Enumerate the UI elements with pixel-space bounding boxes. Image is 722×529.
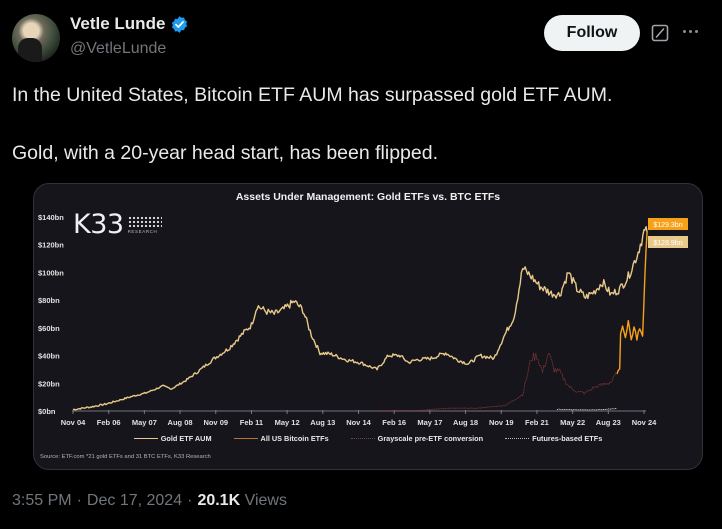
tweet-paragraph: Gold, with a 20-year head start, has bee… <box>12 142 439 164</box>
x-axis-labels: Nov 04 Feb 06 May 07 Aug 08 Nov 09 Feb 11 May … <box>61 410 657 427</box>
k33-brand: K33 <box>73 209 124 240</box>
author-name-row: Vetle Lunde <box>70 14 189 34</box>
k33-research-label: RESEARCH <box>127 228 158 234</box>
x-tick-label: May 12 <box>275 418 300 427</box>
chart-title: Assets Under Management: Gold ETFs vs. B… <box>235 191 501 203</box>
y-tick-label: $20bn <box>38 379 60 388</box>
legend-item: Futures-based ETFs <box>505 434 602 443</box>
x-tick-label: Feb 21 <box>525 418 549 427</box>
x-tick-label: Nov 09 <box>203 418 228 427</box>
chart-source: Source: ETF.com *21 gold ETFs and 31 BTC… <box>40 454 211 460</box>
verified-badge-icon <box>172 15 188 33</box>
y-tick-label: $0bn <box>38 407 56 416</box>
y-tick-label: $120bn <box>38 241 64 250</box>
legend-item: All US Bitcoin ETFs <box>233 434 329 443</box>
annotation-label: $129.3bn <box>653 222 682 229</box>
chart-series <box>72 226 648 412</box>
x-tick-label: Feb 06 <box>97 418 121 427</box>
x-tick-label: Nov 14 <box>346 418 371 427</box>
x-tick-label: May 22 <box>560 418 585 427</box>
x-tick-label: Aug 13 <box>310 418 335 427</box>
x-tick-label: May 17 <box>417 418 442 427</box>
display-name[interactable]: Vetle Lunde <box>70 14 166 33</box>
k33-logo: K33 RESEARCH <box>73 209 162 240</box>
series-line <box>377 352 618 412</box>
legend-item: Gold ETF AUM <box>133 434 212 443</box>
tweet-text: In the United States, Bitcoin ETF AUM ha… <box>12 80 712 168</box>
y-tick-label: $40bn <box>38 352 60 361</box>
more-icon[interactable] <box>683 30 698 33</box>
y-tick-label: $100bn <box>38 268 64 277</box>
legend-label: Grayscale pre-ETF conversion <box>377 434 484 443</box>
y-tick-label: $60bn <box>38 324 60 333</box>
x-tick-label: Feb 16 <box>382 418 406 427</box>
x-tick-label: Aug 08 <box>168 418 193 427</box>
x-tick-label: Nov 24 <box>632 418 657 427</box>
follow-button[interactable]: Follow <box>544 15 640 51</box>
legend-swatch <box>350 438 375 439</box>
separator: · <box>187 492 193 509</box>
annotation-label: $128.9bn <box>653 240 682 247</box>
tweet-date[interactable]: Dec 17, 2024 <box>86 492 183 509</box>
x-tick-label: May 07 <box>132 418 157 427</box>
avatar[interactable] <box>12 14 60 62</box>
tweet-time[interactable]: 3:55 PM <box>12 492 72 509</box>
legend-swatch <box>505 438 530 439</box>
legend-label: All US Bitcoin ETFs <box>260 434 329 443</box>
x-tick-label: Aug 23 <box>596 418 621 427</box>
value-annotation <box>648 236 688 248</box>
chart-legend: Gold ETF AUM All US Bitcoin ETFs Graysca… <box>34 434 702 443</box>
author-handle[interactable]: @VetleLunde <box>70 40 167 57</box>
y-tick-label: $140bn <box>38 213 64 222</box>
grok-icon[interactable] <box>651 24 669 42</box>
views-count: 20.1K <box>197 492 241 509</box>
legend-item: Grayscale pre-ETF conversion <box>350 434 484 443</box>
chart-image[interactable]: Assets Under Management: Gold ETFs vs. B… <box>33 183 703 470</box>
legend-label: Futures-based ETFs <box>532 434 603 443</box>
views-label: Views <box>244 492 287 509</box>
series-line <box>72 226 648 411</box>
value-annotation <box>648 218 688 230</box>
chart-annotations: $129.3bn $128.9bn <box>648 218 688 248</box>
chart-plot: $0bn $20bn $40bn $60bn $80bn $100bn $120bn $140… <box>38 213 688 427</box>
tweet-paragraph: In the United States, Bitcoin ETF AUM ha… <box>12 84 613 106</box>
x-tick-label: Nov 19 <box>489 418 514 427</box>
y-axis-labels: $0bn $20bn $40bn $60bn $80bn $100bn $120bn $140… <box>38 213 64 416</box>
x-tick-label: Nov 04 <box>61 418 86 427</box>
legend-swatch <box>233 438 258 439</box>
tweet-meta: 3:55 PM · Dec 17, 2024 · 20.1K Views <box>12 492 287 510</box>
legend-swatch <box>133 438 158 439</box>
x-tick-label: Feb 11 <box>240 418 263 427</box>
legend-label: Gold ETF AUM <box>160 434 212 443</box>
series-line <box>556 408 617 411</box>
series-line <box>616 231 648 375</box>
separator: · <box>76 492 82 509</box>
x-tick-label: Aug 18 <box>453 418 478 427</box>
y-tick-label: $80bn <box>38 296 60 305</box>
k33-dots-icon <box>127 215 162 227</box>
